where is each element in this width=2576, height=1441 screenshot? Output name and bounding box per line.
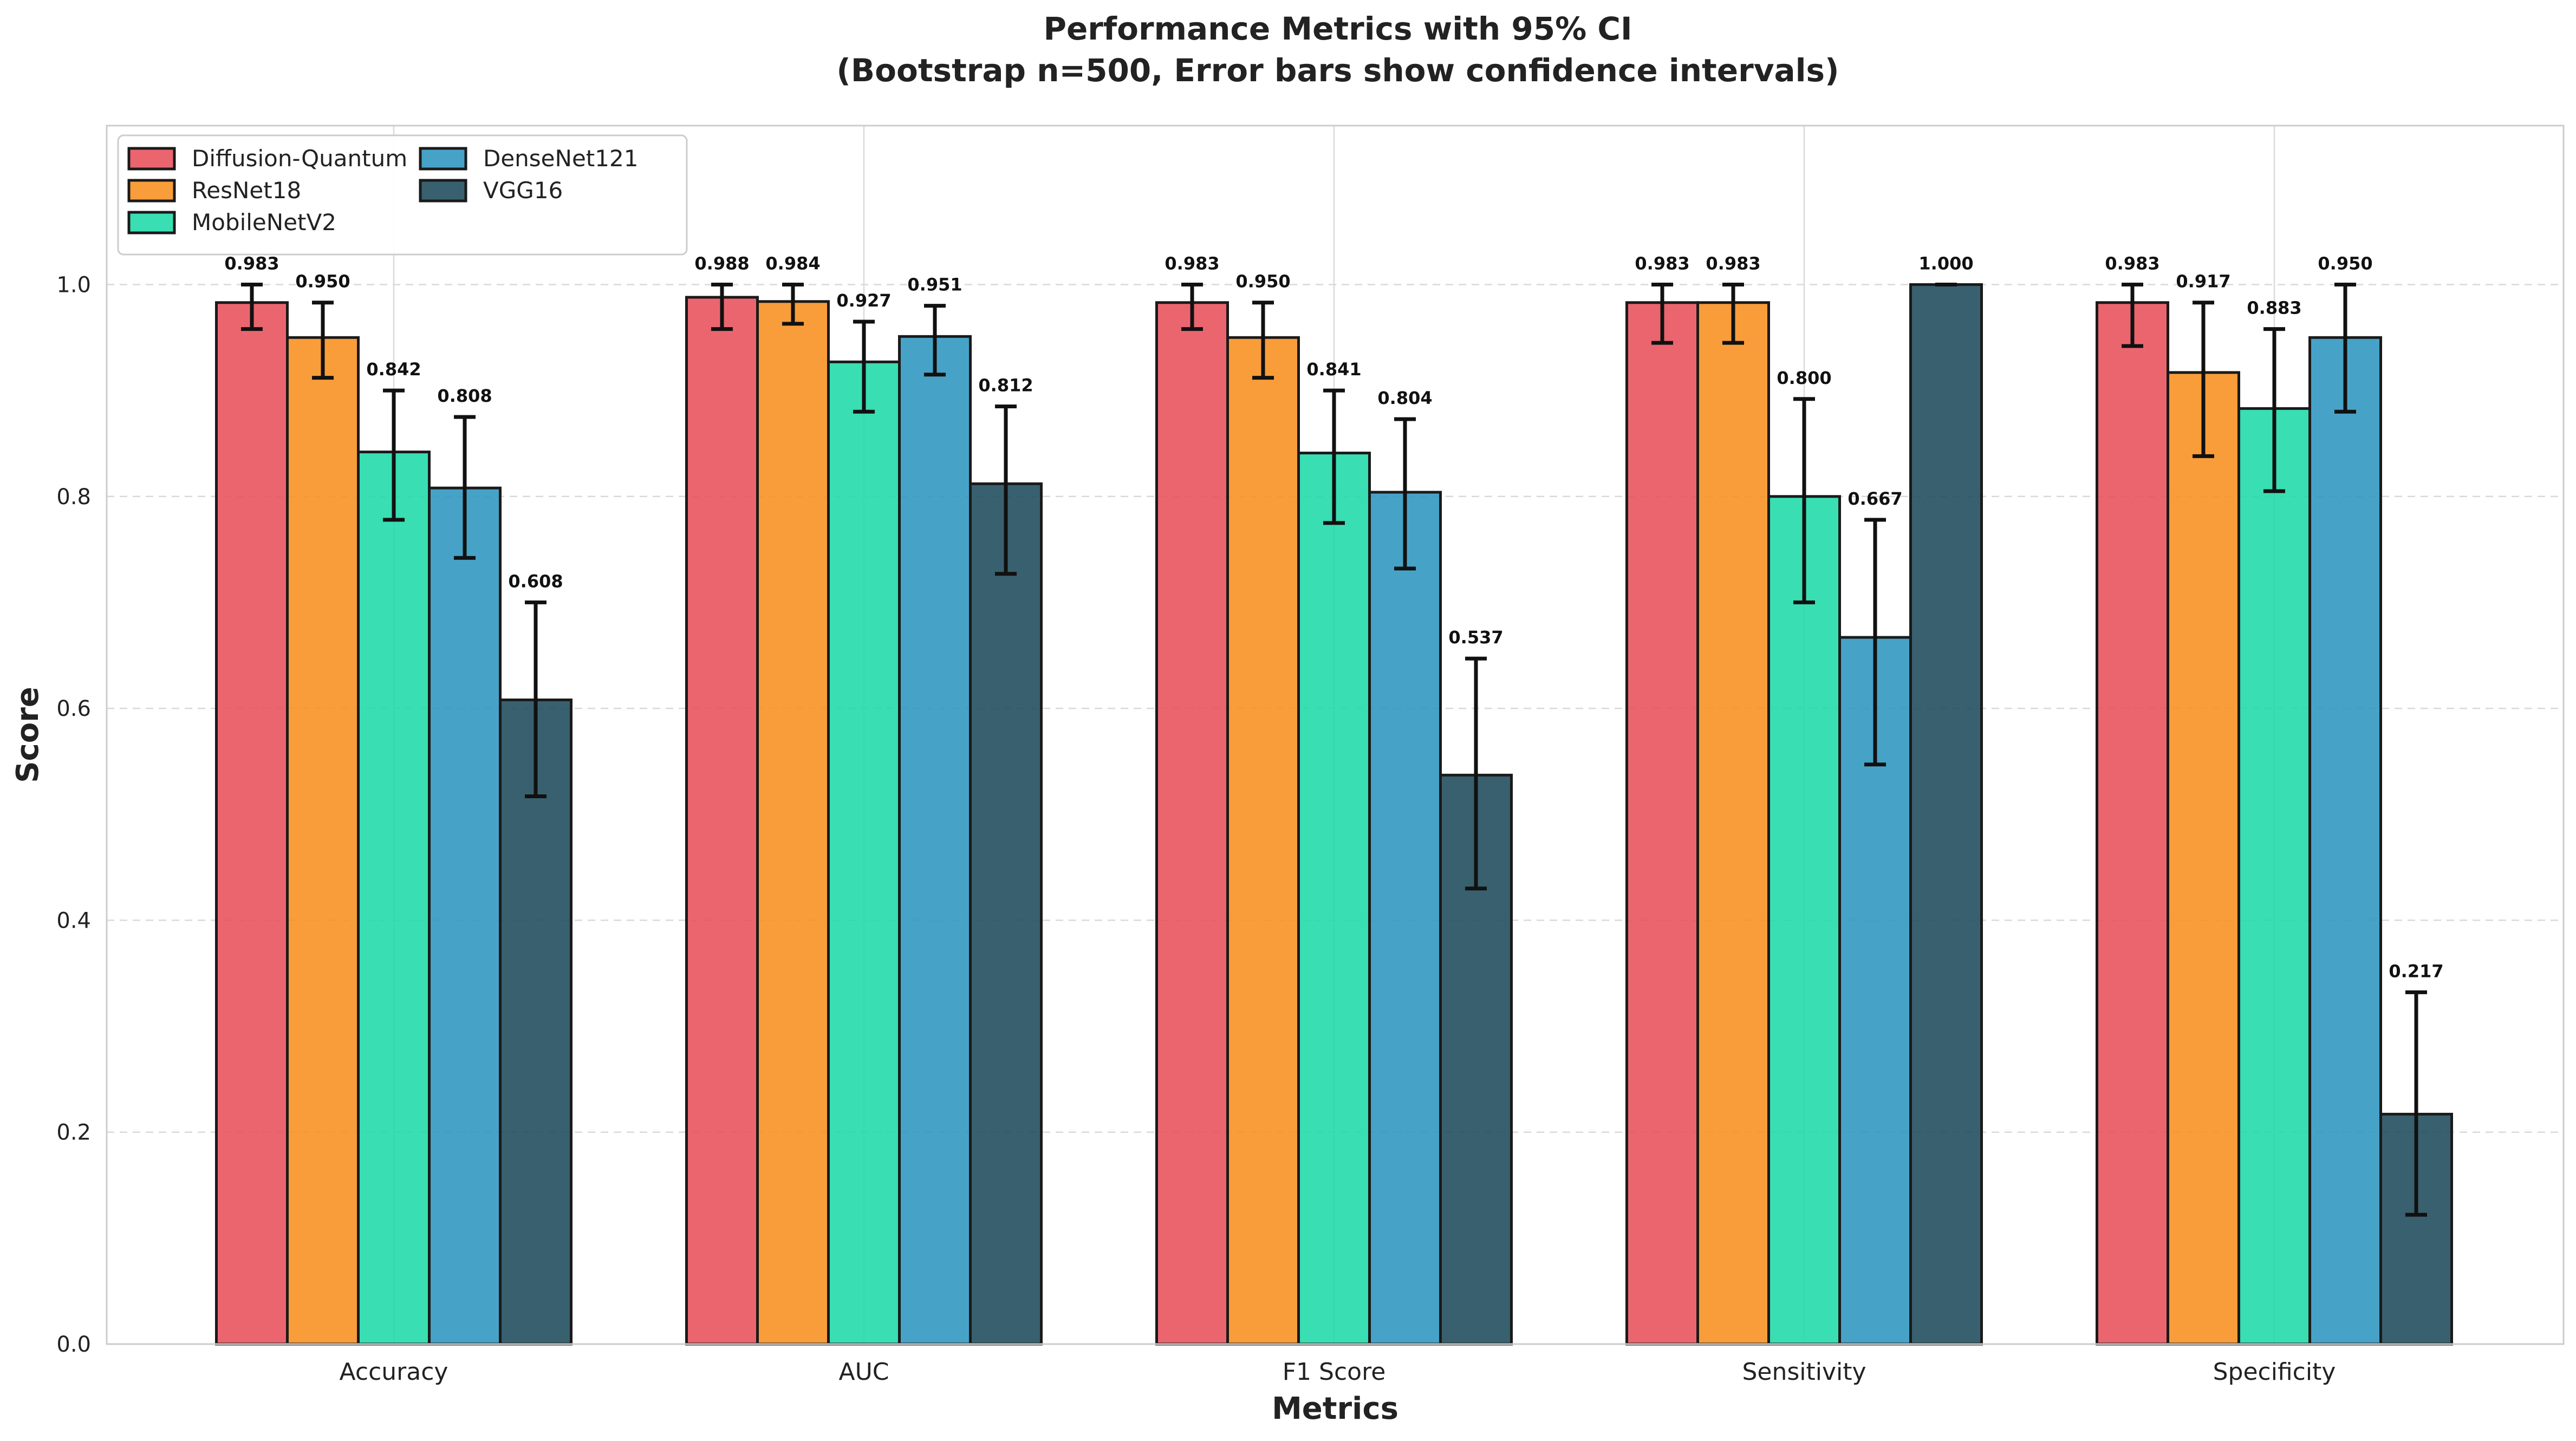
bar xyxy=(428,486,502,1346)
y-tick-label: 0.8 xyxy=(56,485,91,510)
x-axis-label: Metrics xyxy=(1272,1391,1398,1426)
data-label: 0.983 xyxy=(1635,253,1689,273)
bar xyxy=(969,482,1043,1346)
bar xyxy=(898,335,972,1346)
data-label: 0.217 xyxy=(2389,961,2443,981)
data-label: 0.950 xyxy=(295,271,350,292)
data-label: 0.883 xyxy=(2247,298,2301,318)
legend-swatch xyxy=(127,211,176,234)
data-label: 0.841 xyxy=(1306,359,1361,380)
data-label: 0.842 xyxy=(366,359,421,380)
data-label: 0.804 xyxy=(1377,388,1432,408)
bar xyxy=(2237,407,2311,1346)
data-label: 0.927 xyxy=(836,290,891,311)
legend-label: ResNet18 xyxy=(192,177,301,204)
data-label: 0.950 xyxy=(1235,271,1290,292)
errorbars-layer xyxy=(241,282,2427,1217)
bar xyxy=(685,296,759,1346)
data-label: 0.667 xyxy=(1848,488,1902,509)
legend-swatch xyxy=(419,179,467,203)
bar xyxy=(1696,301,1770,1346)
bar xyxy=(1909,283,1983,1346)
legend: Diffusion-Quantum ResNet18 MobileNetV2 Dens… xyxy=(117,134,688,256)
y-tick-labels: 0.0 0.2 0.4 0.6 0.8 1.0 xyxy=(56,272,91,1357)
bar xyxy=(756,300,830,1346)
data-label: 0.984 xyxy=(765,253,820,273)
legend-swatch xyxy=(127,147,176,171)
x-tick-label: Accuracy xyxy=(340,1358,448,1386)
data-label: 0.983 xyxy=(1165,253,1219,273)
data-label: 0.950 xyxy=(2318,253,2372,273)
legend-box xyxy=(117,134,688,256)
legend-label: DenseNet121 xyxy=(483,145,638,172)
bar xyxy=(2308,336,2382,1346)
bar xyxy=(1625,301,1699,1346)
bar xyxy=(1368,491,1442,1346)
bar xyxy=(1226,336,1300,1346)
x-tick-label: Sensitivity xyxy=(1742,1358,1866,1386)
data-label: 1.000 xyxy=(1918,253,1973,273)
plot-frame xyxy=(106,125,2565,1345)
x-tick-label: AUC xyxy=(838,1358,889,1386)
chart-title: Performance Metrics with 95% CI xyxy=(1043,10,1632,47)
y-tick-label: 0.2 xyxy=(56,1120,91,1145)
bar xyxy=(2167,371,2240,1346)
y-tick-label: 0.6 xyxy=(56,696,91,721)
bar xyxy=(2096,301,2169,1346)
legend-label: VGG16 xyxy=(483,177,563,204)
bar xyxy=(215,301,289,1346)
value-labels-layer: 0.983 0.988 0.983 0.983 0.983 0.950 0.984 0.950… xyxy=(224,253,2443,981)
data-label: 0.951 xyxy=(907,275,962,295)
x-tick-label: Specificity xyxy=(2213,1358,2336,1386)
legend-label: Diffusion-Quantum xyxy=(192,145,407,172)
data-label: 0.988 xyxy=(694,253,749,273)
x-tick-label: F1 Score xyxy=(1283,1358,1386,1386)
data-label: 0.812 xyxy=(978,375,1033,395)
data-label: 0.800 xyxy=(1777,368,1831,388)
chart-subtitle: (Bootstrap n=500, Error bars show confid… xyxy=(836,52,1839,89)
y-tick-label: 1.0 xyxy=(56,272,91,297)
legend-swatch xyxy=(127,179,176,203)
x-tick-labels: Accuracy AUC F1 Score Sensitivity Specificit… xyxy=(340,1358,2336,1386)
data-label: 0.983 xyxy=(224,253,279,273)
data-label: 0.983 xyxy=(2105,253,2159,273)
bar xyxy=(1767,495,1841,1346)
legend-swatch xyxy=(419,147,467,171)
bar xyxy=(1297,452,1371,1346)
data-label: 0.917 xyxy=(2176,271,2230,292)
y-axis-label: Score xyxy=(10,687,45,783)
y-tick-label: 0.0 xyxy=(56,1332,91,1357)
data-label: 0.537 xyxy=(1448,627,1503,648)
y-tick-label: 0.4 xyxy=(56,908,91,933)
data-label: 0.608 xyxy=(508,571,563,591)
bar xyxy=(827,360,901,1346)
data-label: 0.983 xyxy=(1706,253,1760,273)
data-label: 0.808 xyxy=(437,386,492,406)
bar xyxy=(286,336,360,1346)
legend-label: MobileNetV2 xyxy=(192,209,336,236)
bar xyxy=(1155,301,1229,1346)
bar xyxy=(357,451,431,1346)
